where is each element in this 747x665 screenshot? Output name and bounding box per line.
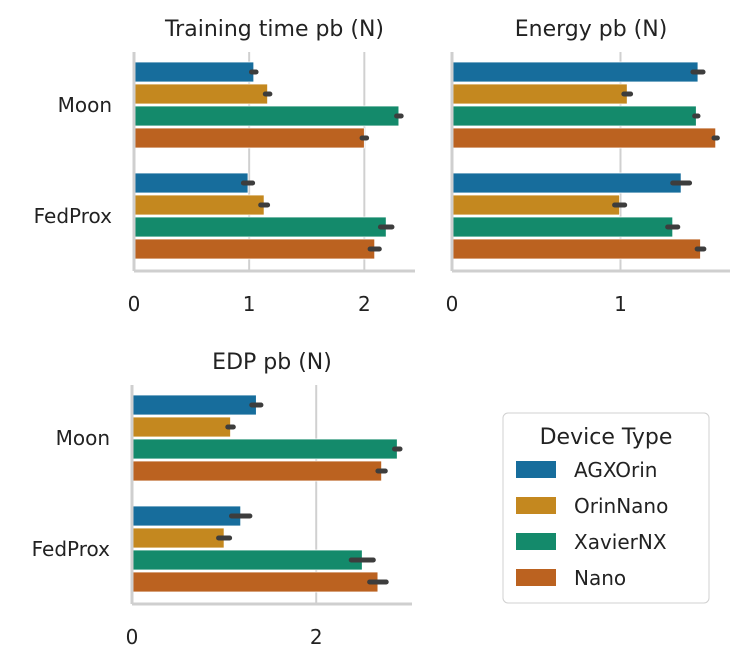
legend-item-XavierNX: XavierNX: [516, 530, 667, 554]
x-tick-label: 1: [243, 292, 256, 316]
bar-XavierNX-FedProx: [131, 549, 363, 571]
x-tick-label: 0: [128, 292, 141, 316]
bar-OrinNano-Moon: [133, 83, 268, 105]
bar-Nano-FedProx: [131, 571, 379, 593]
bar-Nano-Moon: [131, 460, 383, 482]
legend-title: Device Type: [540, 425, 673, 450]
y-tick-label: FedProx: [32, 537, 111, 561]
bar-Nano-FedProx: [451, 238, 701, 260]
bar-AGXOrin-FedProx: [451, 172, 682, 194]
panel-title: Training time pb (N): [164, 17, 384, 42]
bar-XavierNX-Moon: [451, 105, 697, 127]
x-tick-label: 2: [358, 292, 371, 316]
bar-Nano-Moon: [133, 127, 365, 149]
bar-AGXOrin-Moon: [133, 61, 255, 83]
legend-label: XavierNX: [574, 530, 667, 554]
x-tick-label: 1: [614, 292, 627, 316]
panel-2: Energy pb (N)01MoonFedProx: [446, 17, 730, 316]
legend-label: OrinNano: [574, 494, 668, 518]
panel-title: Energy pb (N): [515, 17, 668, 42]
bar-OrinNano-FedProx: [131, 527, 225, 549]
bar-OrinNano-Moon: [451, 83, 628, 105]
bar-Nano-FedProx: [133, 238, 376, 260]
x-tick-label: 0: [446, 292, 459, 316]
y-tick-label: FedProx: [34, 204, 113, 228]
bar-XavierNX-FedProx: [451, 216, 674, 238]
legend-label: AGXOrin: [574, 458, 657, 482]
panel-1: Training time pb (N) 0 1 2 Moon FedProx: [34, 17, 415, 316]
panel-3: EDP pb (N) 0 2 Moon FedProx: [32, 350, 412, 649]
bar-XavierNX-Moon: [133, 105, 400, 127]
legend-swatch: [516, 461, 556, 478]
y-tick-label: Moon: [56, 426, 110, 450]
legend-item-AGXOrin: AGXOrin: [516, 458, 657, 482]
bar-AGXOrin-Moon: [131, 394, 257, 416]
legend-frame: [502, 412, 710, 604]
legend-swatch: [516, 533, 556, 550]
legend-item-OrinNano: OrinNano: [516, 494, 668, 518]
legend-swatch: [516, 497, 556, 514]
bar-Nano-Moon: [451, 127, 717, 149]
x-tick-label: 2: [310, 625, 323, 649]
bar-OrinNano-Moon: [131, 416, 231, 438]
x-tick-label: 0: [126, 625, 139, 649]
bar-OrinNano-FedProx: [451, 194, 621, 216]
panel-title: EDP pb (N): [212, 350, 332, 375]
legend: Device Type AGXOrin OrinNano XavierNX Nano: [502, 412, 710, 604]
bar-AGXOrin-FedProx: [133, 172, 249, 194]
legend-item-Nano: Nano: [516, 566, 626, 590]
bar-AGXOrin-Moon: [451, 61, 699, 83]
legend-swatch: [516, 569, 556, 586]
bar-OrinNano-FedProx: [133, 194, 265, 216]
bar-XavierNX-Moon: [131, 438, 398, 460]
bar-AGXOrin-FedProx: [131, 505, 242, 527]
legend-label: Nano: [574, 566, 626, 590]
bar-XavierNX-FedProx: [133, 216, 387, 238]
y-tick-label: Moon: [58, 93, 112, 117]
